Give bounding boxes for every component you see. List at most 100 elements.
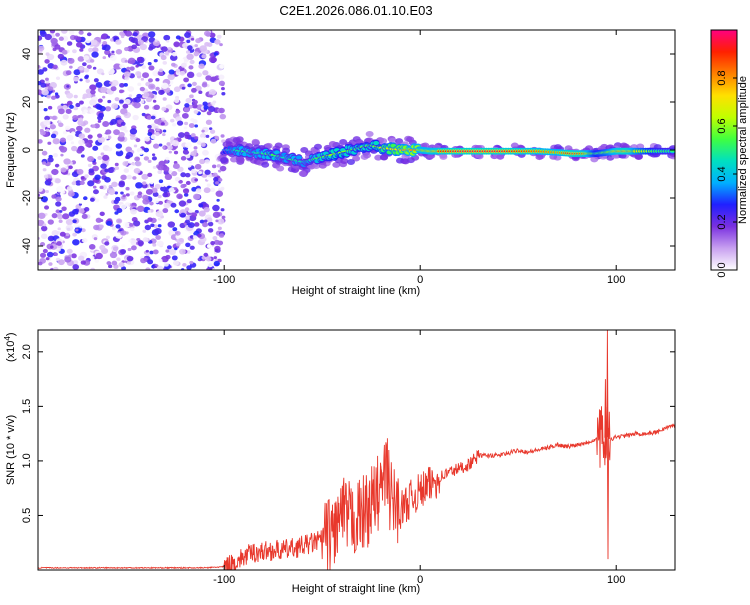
heatmap-noise-cell	[197, 233, 202, 238]
heatmap-noise-cell	[147, 31, 156, 38]
heatmap-noise-cell	[161, 184, 165, 188]
heatmap-noise-cell	[189, 59, 195, 65]
heatmap-noise-cell	[163, 34, 171, 41]
heatmap-noise-cell	[103, 195, 108, 199]
heatmap-noise-cell	[47, 157, 54, 163]
heatmap-noise-cell	[61, 30, 68, 34]
heatmap-noise-cell	[181, 112, 189, 119]
heatmap-noise-cell	[104, 176, 111, 183]
heatmap-noise-cell	[113, 129, 120, 136]
heatmap-noise-cell	[175, 116, 182, 122]
heatmap-noise-cell	[144, 136, 151, 142]
heatmap-noise-cell	[177, 132, 185, 139]
heatmap-noise-cell	[198, 171, 203, 175]
snr-series-line	[38, 330, 675, 570]
heatmap-noise-cell	[148, 83, 156, 90]
snr-panel: -100 0 100 0.5 1.0 1.5 2.0 Height of straight …	[3, 329, 676, 595]
heatmap-noise-cell	[92, 47, 99, 53]
heatmap-noise-cell	[79, 180, 85, 185]
heatmap-noise-cell	[119, 83, 125, 88]
heatmap-noise-cell	[93, 224, 100, 231]
heatmap-noise-cell	[94, 259, 99, 263]
heatmap-noise-cell	[178, 200, 187, 207]
heatmap-noise-cell	[217, 177, 223, 182]
heatmap-noise-cell	[155, 210, 164, 218]
heatmap-noise-cell	[193, 109, 199, 114]
heatmap-noise-cell	[86, 32, 92, 37]
heatmap-ridge-mid	[273, 150, 280, 155]
heatmap-noise-cell	[133, 144, 138, 148]
heatmap-noise-cell	[87, 163, 92, 168]
heatmap-noise-cell	[213, 260, 220, 267]
heatmap-noise-cell	[114, 211, 119, 215]
heatmap-noise-cell	[209, 127, 213, 131]
heatmap-ytick-label: 40	[21, 48, 33, 60]
heatmap-noise-cell	[83, 67, 90, 73]
heatmap-noise-cell	[183, 192, 189, 197]
heatmap-noise-cell	[193, 51, 200, 57]
heatmap-noise-cell	[127, 57, 136, 65]
heatmap-noise-cell	[143, 257, 148, 262]
heatmap-noise-cell	[111, 103, 119, 110]
heatmap-noise-cell	[71, 253, 77, 259]
heatmap-noise-cell	[120, 108, 128, 115]
heatmap-noise-cell	[60, 59, 68, 66]
heatmap-noise-cell	[204, 169, 211, 175]
heatmap-noise-cell	[151, 156, 157, 161]
heatmap-ytick-label: -40	[21, 238, 33, 254]
heatmap-noise-cell	[163, 202, 171, 209]
heatmap-noise-cell	[72, 76, 79, 82]
heatmap-noise-cell	[77, 56, 85, 62]
heatmap-noise-cell	[38, 69, 44, 75]
heatmap-noise-cell	[144, 224, 152, 231]
heatmap-noise-cell	[120, 203, 127, 210]
heatmap-noise-cell	[158, 258, 163, 263]
heatmap-noise-cell	[205, 134, 210, 138]
heatmap-noise-cell	[154, 39, 158, 42]
heatmap-noise-cell	[52, 153, 58, 158]
heatmap-noise-cell	[206, 111, 212, 116]
heatmap-noise-cell	[147, 217, 153, 222]
heatmap-noise-cell	[138, 150, 144, 155]
heatmap-noise-cell	[60, 153, 64, 157]
heatmap-noise-cell	[76, 125, 83, 132]
heatmap-noise-cell	[47, 86, 54, 91]
heatmap-noise-cell	[187, 83, 192, 88]
heatmap-noise-cell	[218, 80, 226, 86]
heatmap-noise-cell	[62, 114, 69, 120]
heatmap-noise-cell	[191, 81, 197, 86]
heatmap-noise-cell	[93, 189, 99, 195]
heatmap-noise-cell	[213, 256, 218, 260]
heatmap-noise-cell	[124, 129, 128, 133]
heatmap-noise-cell	[38, 187, 43, 192]
heatmap-noise-cell	[166, 39, 170, 43]
heatmap-noise-cell	[166, 92, 171, 96]
heatmap-noise-cell	[180, 184, 186, 189]
heatmap-noise-cell	[120, 121, 126, 126]
heatmap-noise-cell	[184, 131, 190, 137]
heatmap-halo-cell	[340, 158, 349, 165]
heatmap-noise-cell	[132, 176, 137, 180]
heatmap-noise-cell	[194, 124, 199, 128]
heatmap-noise-cell	[79, 78, 83, 82]
heatmap-noise-cell	[184, 103, 190, 108]
heatmap-noise-cell	[148, 65, 155, 71]
heatmap-noise-cell	[90, 267, 96, 270]
heatmap-noise-cell	[102, 95, 106, 99]
heatmap-noise-cell	[178, 248, 186, 255]
heatmap-noise-cell	[47, 141, 52, 145]
heatmap-noise-cell	[219, 165, 227, 172]
heatmap-noise-cell	[38, 171, 42, 175]
heatmap-noise-cell	[157, 217, 162, 221]
heatmap-halo-cell	[496, 153, 505, 160]
heatmap-noise-cell	[212, 172, 218, 177]
heatmap-noise-cell	[152, 191, 159, 197]
heatmap-noise-cell	[100, 35, 105, 40]
heatmap-noise-cell	[142, 72, 150, 79]
heatmap-noise-cell	[40, 225, 48, 232]
heatmap-noise-cell	[127, 159, 133, 164]
heatmap-halo-cell	[395, 138, 404, 145]
heatmap-noise-cell	[147, 131, 153, 137]
heatmap-noise-cell	[174, 230, 181, 236]
heatmap-noise-cell	[202, 222, 209, 228]
